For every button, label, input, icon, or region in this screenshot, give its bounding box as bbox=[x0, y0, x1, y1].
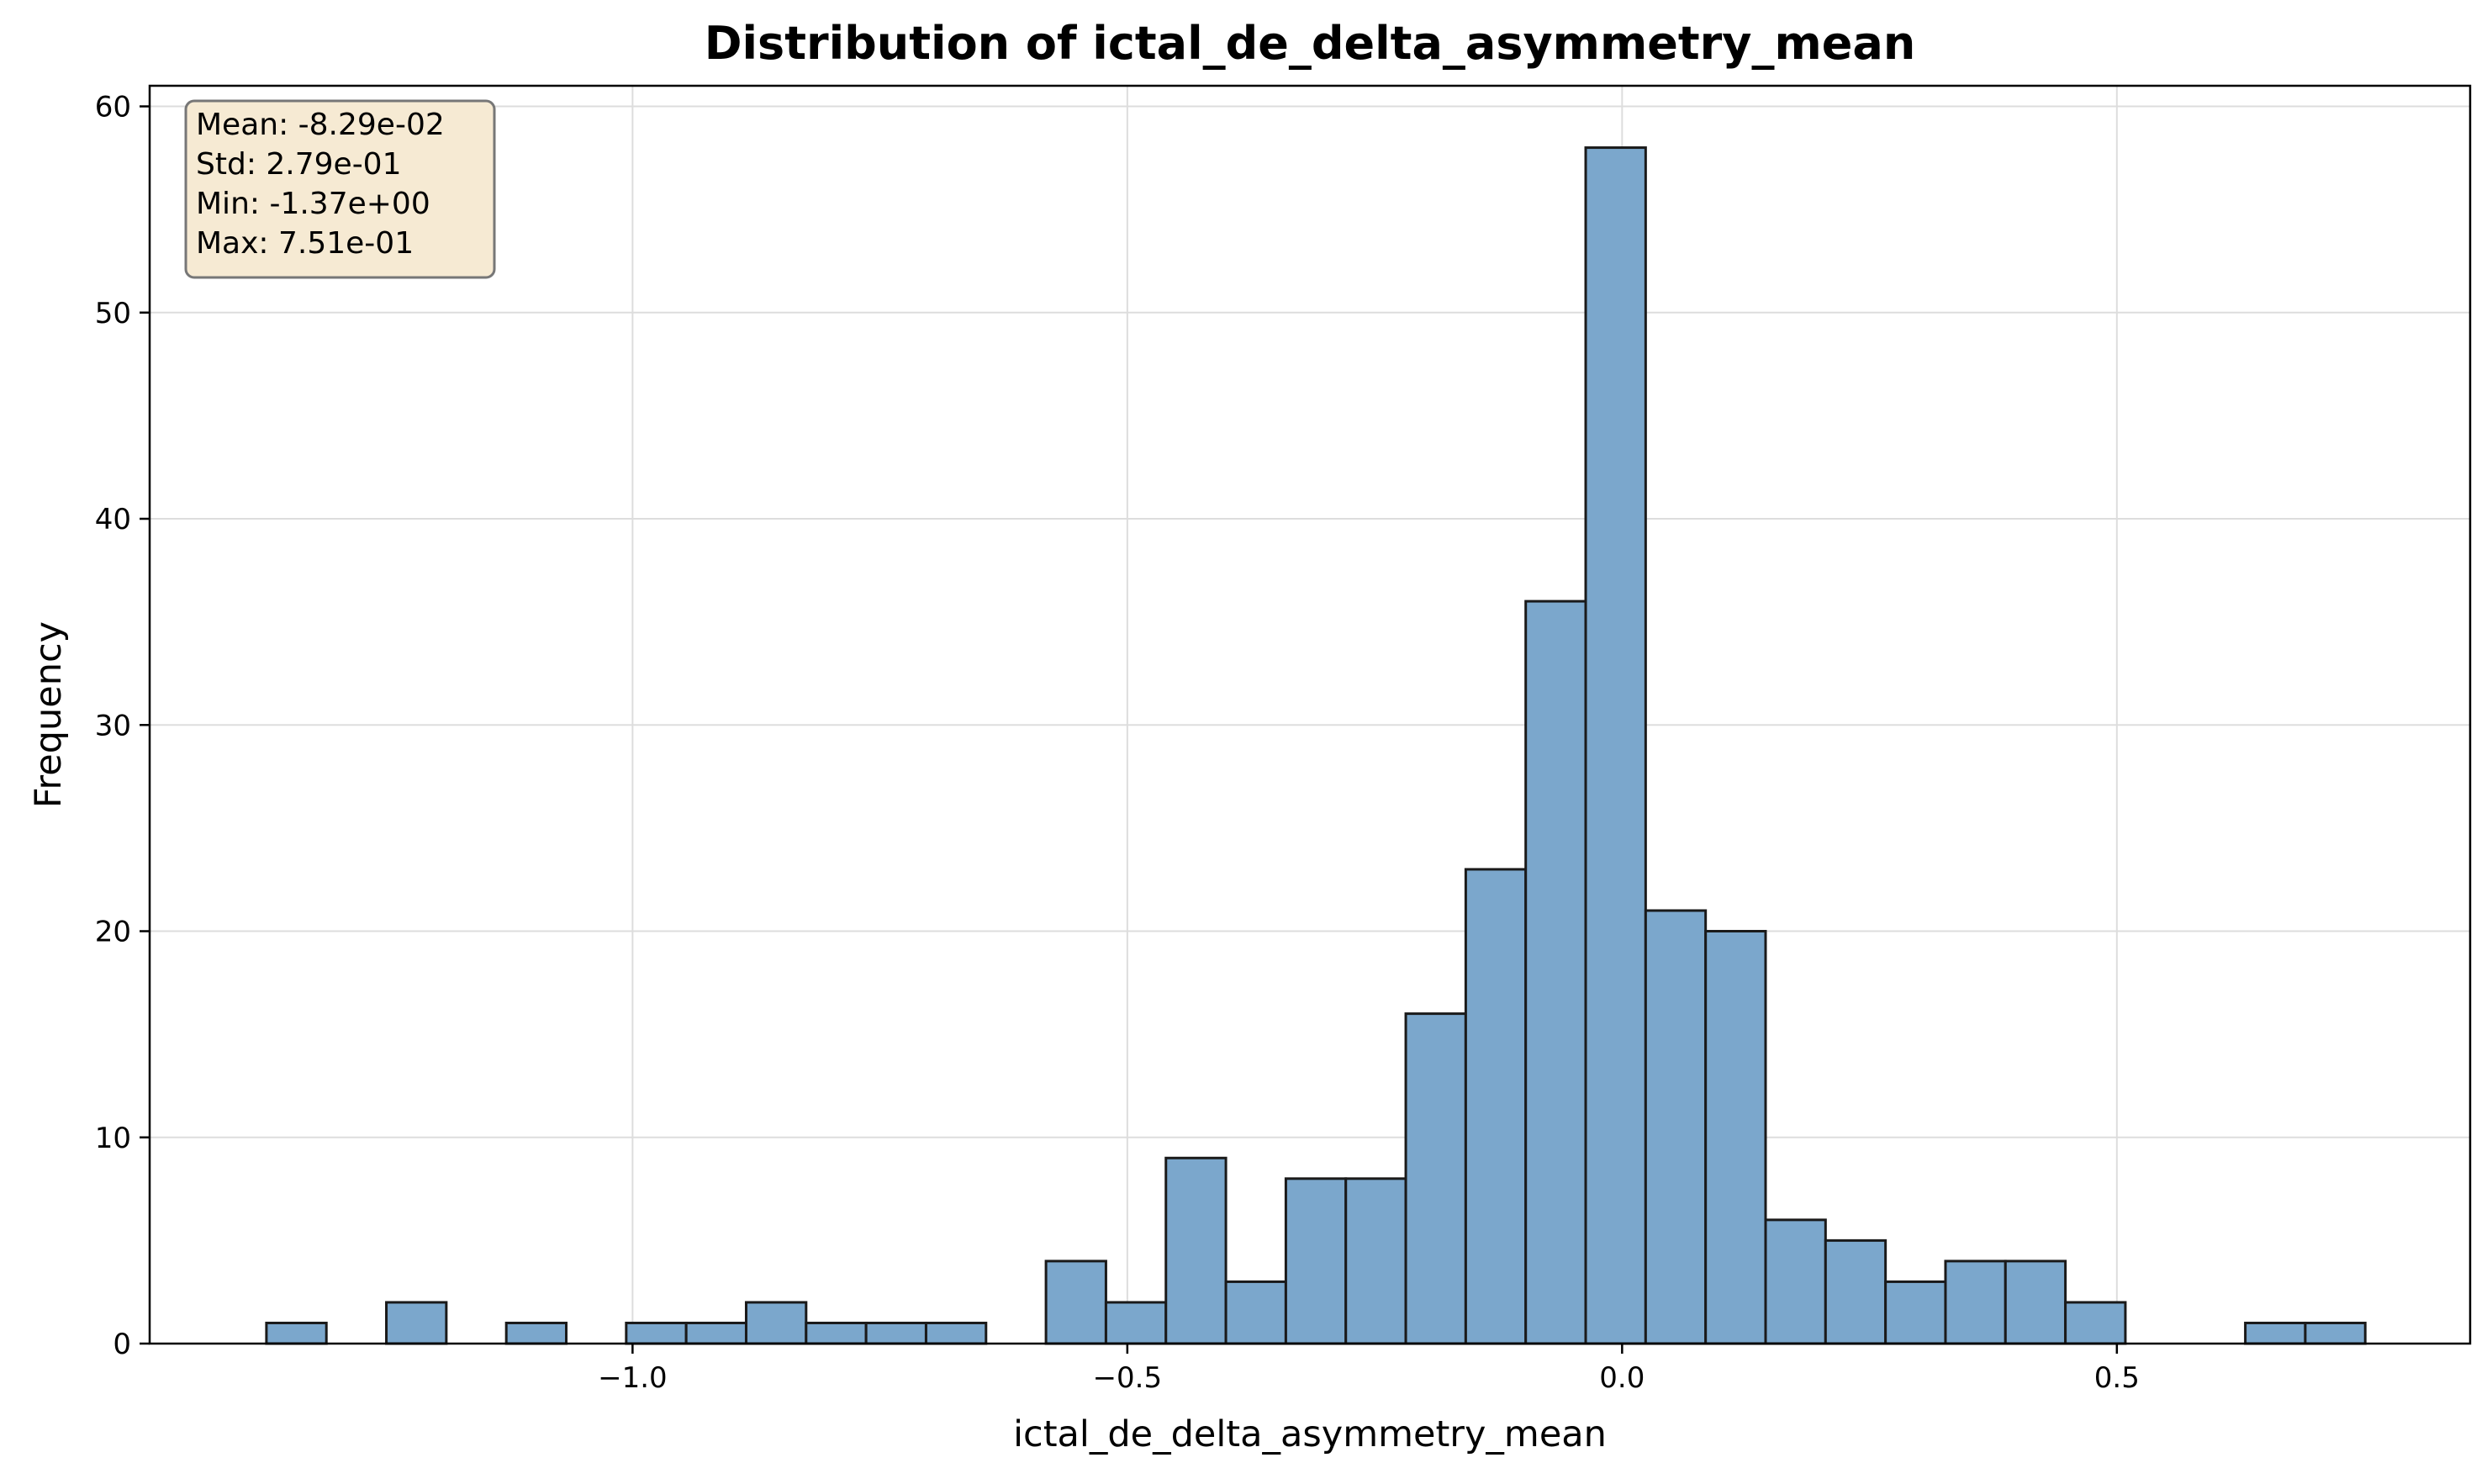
stats-box-background bbox=[184, 99, 496, 279]
histogram-bar bbox=[1524, 599, 1587, 1345]
stats-min: Min: -1.37e+00 bbox=[196, 187, 430, 221]
histogram-bar bbox=[504, 1321, 568, 1345]
histogram-bar bbox=[625, 1321, 688, 1345]
stats-max: Max: 7.51e-01 bbox=[196, 226, 414, 261]
y-tick-label: 10 bbox=[95, 1122, 131, 1155]
histogram-bar bbox=[1344, 1177, 1407, 1345]
histogram-bar bbox=[1044, 1260, 1107, 1345]
histogram-bar bbox=[1884, 1280, 1947, 1345]
histogram-bar bbox=[864, 1321, 927, 1345]
histogram-bar bbox=[1104, 1301, 1168, 1345]
stats-box: Mean: -8.29e-02 Std: 2.79e-01 Min: -1.37… bbox=[184, 99, 496, 279]
histogram-bar bbox=[1464, 868, 1528, 1345]
histogram-bar bbox=[2304, 1321, 2367, 1345]
y-tick-label: 20 bbox=[95, 916, 131, 949]
histogram-bar bbox=[2004, 1260, 2067, 1345]
y-tick-label: 30 bbox=[95, 709, 131, 742]
y-tick-label: 60 bbox=[95, 91, 131, 124]
x-axis-label: ictal_de_delta_asymmetry_mean bbox=[1013, 1413, 1607, 1455]
histogram-bar bbox=[805, 1321, 868, 1345]
histogram-bar bbox=[924, 1321, 988, 1345]
stats-mean: Mean: -8.29e-02 bbox=[196, 108, 445, 142]
histogram-bar bbox=[1704, 930, 1767, 1345]
histogram-bar bbox=[385, 1301, 448, 1345]
histogram-bar bbox=[684, 1321, 747, 1345]
y-tick-label: 40 bbox=[95, 503, 131, 536]
plot-area bbox=[150, 86, 2470, 1344]
histogram-bar bbox=[1944, 1260, 2007, 1345]
x-tick-label: −1.0 bbox=[598, 1361, 668, 1395]
histogram-bar bbox=[1224, 1280, 1287, 1345]
histogram-bar bbox=[265, 1321, 328, 1345]
plot-frame bbox=[148, 84, 2472, 1345]
y-tick-label: 0 bbox=[113, 1328, 131, 1361]
stats-std: Std: 2.79e-01 bbox=[196, 147, 402, 182]
x-tick-label: 0.0 bbox=[1599, 1361, 1645, 1395]
y-axis-ticks: 0 10 20 30 40 50 60 bbox=[95, 91, 150, 1361]
histogram-bar bbox=[1584, 146, 1647, 1345]
x-axis-ticks: −1.0 −0.5 0.0 0.5 bbox=[598, 1344, 2140, 1395]
histogram-bar bbox=[1644, 909, 1708, 1345]
histogram-bar bbox=[2064, 1301, 2127, 1345]
histogram-bar bbox=[1164, 1156, 1228, 1345]
histogram-bar bbox=[1824, 1238, 1887, 1345]
chart-title: Distribution of ictal_de_delta_asymmetry… bbox=[705, 17, 1916, 70]
y-axis-label: Frequency bbox=[28, 621, 70, 808]
x-tick-label: −0.5 bbox=[1093, 1361, 1163, 1395]
histogram-bar bbox=[1284, 1177, 1348, 1345]
histogram-bar bbox=[1404, 1012, 1467, 1345]
histogram-bar bbox=[2244, 1321, 2307, 1345]
histogram-bar bbox=[744, 1301, 808, 1345]
y-tick-label: 50 bbox=[95, 297, 131, 330]
histogram-bars bbox=[265, 146, 2367, 1345]
histogram-bar bbox=[1764, 1218, 1827, 1345]
x-tick-label: 0.5 bbox=[2094, 1361, 2140, 1395]
